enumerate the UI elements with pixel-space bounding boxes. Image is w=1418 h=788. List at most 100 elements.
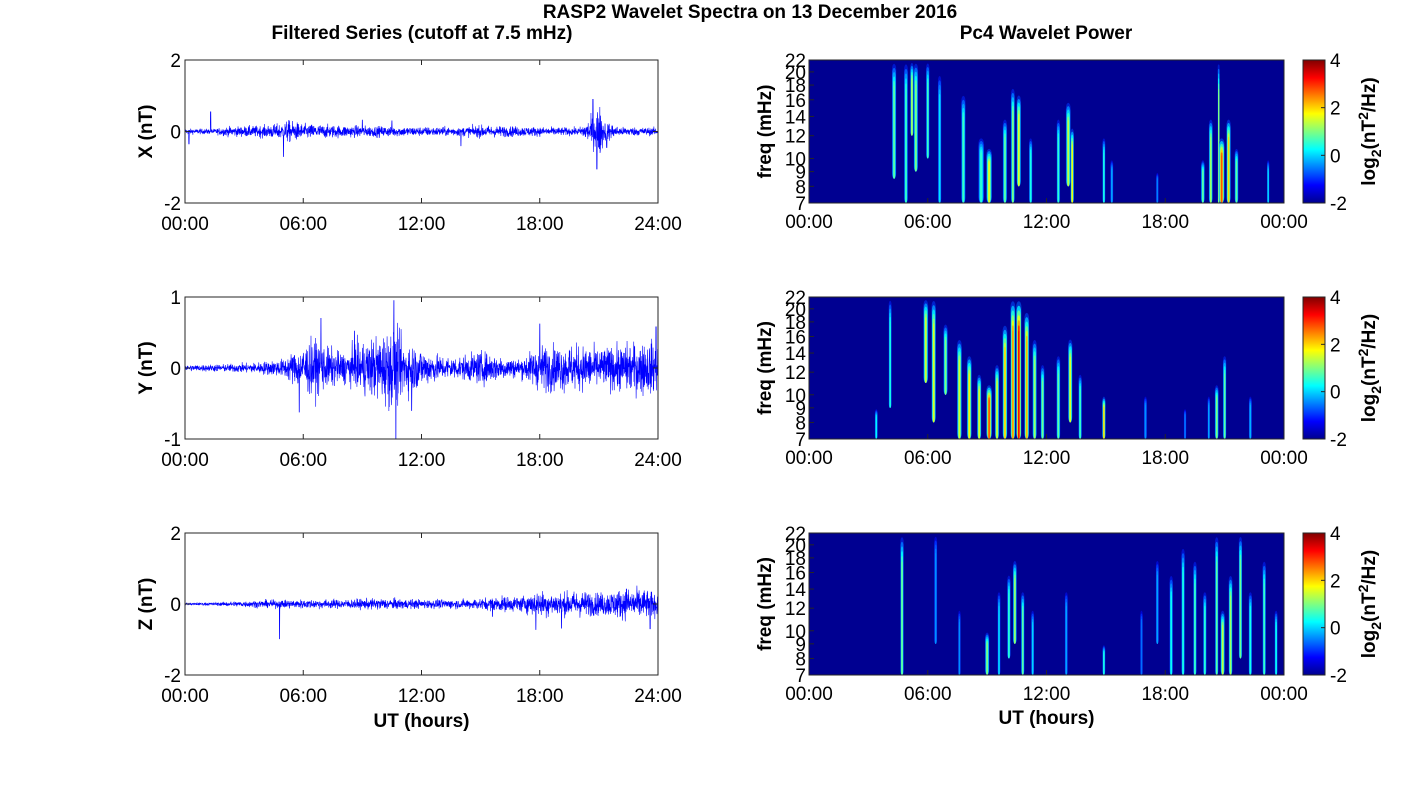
colorbar-tick-label: 4 bbox=[1330, 524, 1341, 545]
colorbar-tick-label: -2 bbox=[1330, 194, 1347, 215]
burst-band bbox=[1065, 612, 1067, 675]
burst-band bbox=[1022, 612, 1024, 675]
power-burst bbox=[1012, 561, 1017, 644]
colorbar-tick-label: 0 bbox=[1330, 383, 1341, 404]
y-axis-label: Z (nT) bbox=[136, 578, 157, 631]
burst-band bbox=[978, 391, 980, 439]
burst-band bbox=[1057, 376, 1059, 439]
x-tick-label: 00:00 bbox=[785, 684, 833, 705]
power-burst bbox=[1102, 138, 1106, 203]
colorbar-tick-label: 0 bbox=[1330, 619, 1341, 640]
burst-band bbox=[1103, 653, 1105, 675]
power-burst bbox=[986, 385, 992, 439]
burst-band bbox=[1229, 599, 1232, 675]
x-tick-label: 24:00 bbox=[634, 450, 682, 471]
burst-band bbox=[1103, 155, 1105, 203]
burst-band bbox=[1170, 599, 1172, 675]
x-tick-label: 06:00 bbox=[279, 450, 327, 471]
y-tick-label: 10 bbox=[785, 622, 806, 643]
power-burst bbox=[1248, 396, 1252, 439]
burst-band bbox=[1227, 140, 1230, 203]
burst-band bbox=[1140, 627, 1143, 675]
burst-band bbox=[1182, 576, 1184, 675]
burst-band bbox=[1103, 408, 1105, 439]
y-tick-label: 20 bbox=[785, 536, 806, 557]
power-burst bbox=[1207, 396, 1210, 439]
power-burst bbox=[1208, 119, 1213, 203]
x-tick-label: 00:00 bbox=[1260, 448, 1308, 469]
power-burst bbox=[1155, 561, 1159, 644]
burst-band bbox=[935, 561, 937, 644]
burst-band bbox=[998, 612, 1000, 675]
power-burst bbox=[1193, 561, 1197, 675]
y-tick-label: 22 bbox=[785, 524, 806, 545]
burst-band bbox=[1267, 172, 1269, 203]
power-burst bbox=[1002, 119, 1008, 203]
y-tick-label: 18 bbox=[785, 549, 806, 570]
power-burst bbox=[1215, 537, 1219, 675]
power-burst bbox=[1065, 102, 1071, 187]
power-burst bbox=[1068, 339, 1073, 423]
colorbar-label: log2(nT2/Hz) bbox=[1355, 77, 1384, 185]
series-line-z bbox=[184, 585, 659, 640]
power-burst bbox=[1203, 592, 1207, 675]
burst-band bbox=[1018, 117, 1020, 187]
power-burst bbox=[1010, 88, 1015, 203]
y-tick-label: 14 bbox=[785, 344, 807, 365]
y-tick-label: 16 bbox=[785, 327, 806, 348]
power-burst bbox=[1156, 173, 1159, 203]
power-burst bbox=[934, 536, 938, 644]
y-tick-label: 0 bbox=[170, 123, 181, 144]
burst-band bbox=[939, 104, 941, 203]
wavelet-panel-z: 00:00 06:00 12:00 18:00 00:00789101214161820… bbox=[755, 524, 1384, 729]
y-tick-label: 0 bbox=[170, 359, 181, 380]
x-tick-label: 18:00 bbox=[516, 214, 564, 235]
y-tick-label: 8 bbox=[795, 649, 806, 670]
power-burst bbox=[1078, 374, 1082, 439]
y-tick-label: -1 bbox=[164, 430, 181, 451]
power-burst bbox=[1181, 548, 1185, 675]
power-burst bbox=[1238, 537, 1243, 659]
y-tick-label: 14 bbox=[785, 107, 807, 128]
x-tick-label: 24:00 bbox=[634, 214, 682, 235]
power-burst bbox=[1007, 575, 1011, 659]
colorbar-label: log2(nT2/Hz) bbox=[1355, 314, 1384, 422]
power-burst bbox=[1274, 610, 1278, 675]
y-tick-label: -2 bbox=[164, 194, 181, 215]
y-tick-label: 1 bbox=[170, 288, 181, 309]
power-burst bbox=[1064, 592, 1068, 675]
y-tick-label: 10 bbox=[785, 386, 806, 407]
x-tick-label: 18:00 bbox=[1141, 684, 1189, 705]
burst-band bbox=[933, 328, 935, 423]
left-column-title: Filtered Series (cutoff at 7.5 mHz) bbox=[272, 23, 573, 44]
power-burst bbox=[910, 62, 914, 136]
burst-band bbox=[962, 120, 964, 203]
x-tick-label: 12:00 bbox=[398, 450, 446, 471]
y-tick-label: 2 bbox=[170, 51, 181, 72]
colorbar-tick-label: 4 bbox=[1330, 51, 1341, 72]
y-tick-label: 2 bbox=[170, 524, 181, 545]
power-burst bbox=[1056, 119, 1061, 203]
x-tick-label: 18:00 bbox=[1141, 212, 1189, 233]
y-tick-label: 12 bbox=[785, 127, 806, 148]
y-axis-label: freq (mHz) bbox=[755, 85, 776, 179]
power-burst bbox=[1183, 409, 1187, 439]
colorbar: -2 0 2 4 log2(nT2/Hz) bbox=[1302, 51, 1384, 215]
power-burst bbox=[1010, 301, 1016, 439]
colorbar-tick-label: 0 bbox=[1330, 146, 1341, 167]
y-tick-label: 7 bbox=[795, 666, 806, 687]
power-burst bbox=[1234, 148, 1239, 203]
y-tick-label: 8 bbox=[795, 413, 806, 434]
y-tick-label: 12 bbox=[785, 363, 806, 384]
heatmap-background bbox=[809, 297, 1284, 439]
power-burst bbox=[1222, 356, 1227, 439]
y-tick-label: 7 bbox=[795, 430, 806, 451]
power-burst bbox=[891, 63, 897, 179]
power-burst bbox=[1140, 610, 1143, 675]
x-tick-label: 00:00 bbox=[1260, 212, 1308, 233]
burst-band bbox=[1275, 627, 1277, 675]
burst-band bbox=[1032, 627, 1034, 675]
burst-band bbox=[1079, 391, 1081, 439]
burst-band bbox=[1111, 172, 1113, 203]
wavelet-panel-x: 00:00 06:00 12:00 18:00 00:00789101214161820… bbox=[755, 51, 1384, 233]
